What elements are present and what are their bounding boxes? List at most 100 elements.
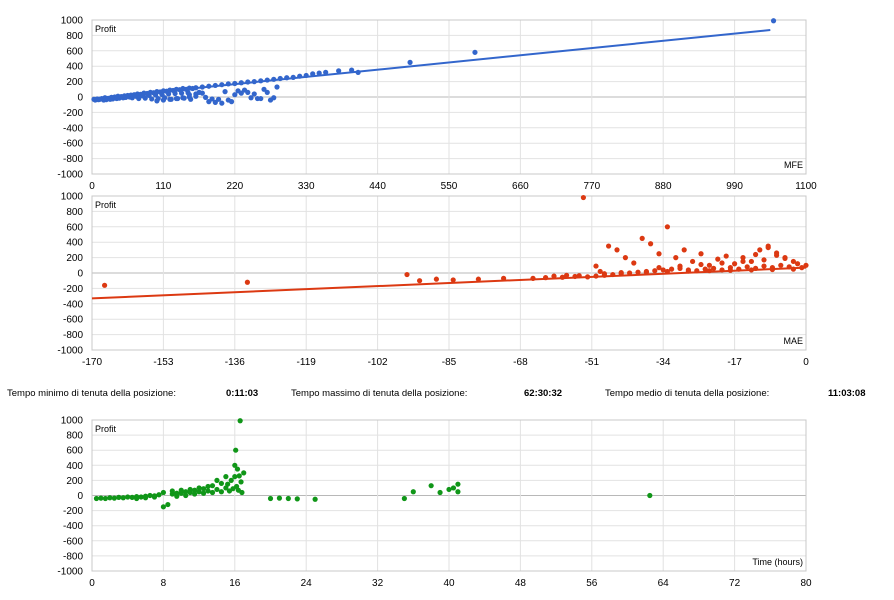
scatter-point [138,494,144,500]
scatter-point [142,95,148,101]
scatter-point [193,93,199,99]
scatter-point [98,495,104,501]
scatter-point [215,96,222,102]
scatter-point [248,95,254,101]
plot-area [91,419,807,572]
scatter-point [455,481,461,487]
scatter-point [234,466,241,472]
y-tick-label: 0 [77,93,83,104]
y-tick-label: -800 [63,154,83,165]
x-tick-label: -102 [368,357,388,368]
scatter-point [192,491,198,497]
x-tick-label: 550 [441,181,458,192]
max-holding-label: Tempo massimo di tenuta della posizione: [291,388,468,399]
x-tick-label: 990 [726,181,743,192]
scatter-point [572,273,578,280]
scatter-point [593,263,599,269]
scatter-point [585,274,591,280]
x-tick-label: 32 [372,578,384,589]
scatter-point [245,79,251,85]
scatter-point [795,261,801,267]
scatter-point [559,274,566,280]
scatter-point [238,479,244,485]
scatter-point [736,266,742,272]
x-axis-label: MAE [783,336,803,346]
scatter-point [285,495,291,502]
scatter-point [635,269,641,275]
scatter-point [244,279,250,285]
scatter-point [711,265,717,271]
y-tick-label: 200 [66,476,83,487]
scatter-point [102,282,108,288]
scatter-point [593,273,599,279]
scatter-point [222,89,228,95]
scatter-point [355,69,361,75]
y-tick-label: -600 [63,536,83,547]
x-tick-label: -51 [585,357,600,368]
y-tick-label: -200 [63,284,83,295]
scatter-point [744,264,750,270]
scatter-point [303,72,309,79]
scatter-point [648,241,654,247]
x-tick-label: 770 [583,181,600,192]
scatter-point [690,258,696,265]
x-axis-label: Time (hours) [752,557,803,567]
scatter-point [199,84,205,90]
y-tick-label: -400 [63,521,83,532]
scatter-point [770,18,777,24]
y-tick-label: -1000 [57,346,83,357]
scatter-point [202,94,209,100]
scatter-point [622,255,629,261]
scatter-point [740,258,746,265]
scatter-point [323,69,329,75]
scatter-point [136,95,142,102]
holding-time-stats: Tempo minimo di tenuta della posizione: … [0,388,894,404]
scatter-point [228,477,234,483]
y-tick-label: 800 [66,207,83,218]
scatter-point [290,74,296,80]
scatter-point [312,496,318,502]
scatter-point [778,262,784,268]
scatter-point [223,474,229,480]
x-tick-label: 440 [369,181,386,192]
scatter-point [656,265,662,271]
scatter-point [165,501,171,508]
scatter-point [212,99,218,105]
x-tick-label: 110 [155,181,171,192]
y-tick-label: 400 [66,238,83,249]
scatter-point [186,94,192,100]
scatter-point [111,495,117,501]
scatter-point [154,98,160,104]
scatter-point [116,494,122,500]
x-tick-label: 8 [161,578,167,589]
scatter-point [551,273,557,279]
y-tick-label: 800 [66,431,83,442]
x-tick-label: 80 [800,578,812,589]
scatter-point [576,273,582,279]
scatter-point [719,267,725,273]
y-tick-label: -600 [63,315,83,326]
scatter-point [192,487,198,493]
scatter-point [673,255,679,261]
y-tick-label: 800 [66,31,83,42]
scatter-point [147,492,153,499]
scatter-point [225,81,231,87]
scatter-point [232,462,238,468]
y-tick-label: 600 [66,46,83,57]
scatter-point [276,495,283,501]
scatter-point [803,262,809,268]
min-holding-label: Tempo minimo di tenuta della posizione: [7,388,176,399]
scatter-point [757,247,763,253]
max-holding-value: 62:30:32 [524,388,563,399]
scatter-point [597,268,603,275]
scatter-point [239,489,245,496]
scatter-point [664,268,671,275]
scatter-point [172,90,178,97]
scatter-point [271,95,277,101]
x-tick-label: -119 [297,357,317,368]
scatter-point [264,77,270,83]
scatter-point [669,266,675,272]
scatter-point [769,266,776,273]
scatter-point [428,483,434,489]
scatter-point [233,447,239,453]
